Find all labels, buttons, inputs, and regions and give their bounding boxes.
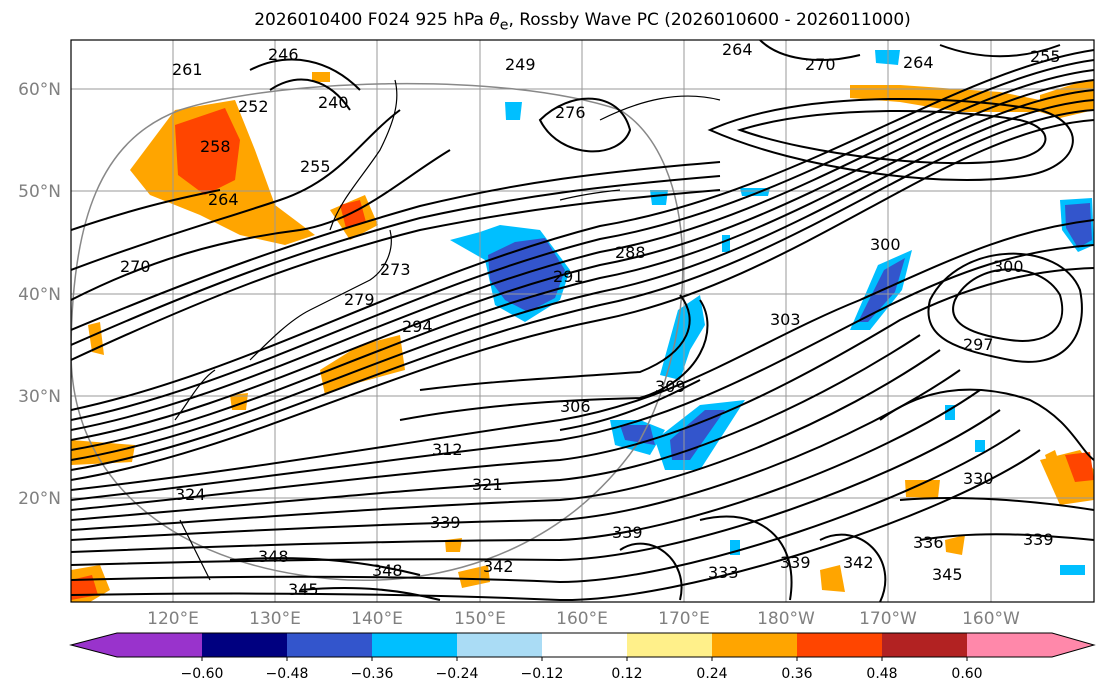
- contour-lines: [71, 40, 1094, 602]
- colorbar-tick-label: −0.60: [181, 666, 224, 682]
- colorbar-tick-label: 0.24: [696, 666, 727, 682]
- contour-label: 294: [402, 317, 433, 336]
- contour-label: 255: [1030, 47, 1061, 66]
- contour-label: 300: [870, 235, 901, 254]
- contour-label: 330: [963, 469, 994, 488]
- contour-label: 270: [120, 257, 151, 276]
- contour-label: 276: [555, 103, 586, 122]
- colorbar-bin: [797, 633, 882, 657]
- contour-label: 270: [805, 55, 836, 74]
- map-title: 2026010400 F024 925 hPa θe, Rossby Wave …: [0, 10, 1105, 33]
- contour-label: 312: [432, 440, 463, 459]
- contour-label: 339: [612, 523, 643, 542]
- colorbar-bin: [967, 633, 1052, 657]
- colorbar-bin: [117, 633, 202, 657]
- colorbar-extend-high: [1052, 633, 1094, 657]
- lon-label: 160°W: [962, 609, 1020, 629]
- contour-label: 240: [318, 93, 349, 112]
- colorbar-ticks: −0.60 −0.48 −0.36 −0.24 −0.12 0.12 0.24 …: [181, 666, 983, 682]
- colorbar-extend-low: [71, 633, 117, 657]
- colorbar-tick-label: −0.24: [436, 666, 479, 682]
- lat-label: 50°N: [18, 182, 61, 202]
- contour-label: 306: [560, 397, 591, 416]
- contour-label: 291: [553, 267, 584, 286]
- contour-label: 333: [708, 563, 739, 582]
- contour-label: 255: [300, 157, 331, 176]
- lat-label: 40°N: [18, 285, 61, 305]
- colorbar-outline: [69, 632, 1096, 658]
- theta-symbol: θ: [489, 10, 500, 30]
- contour-label: 309: [655, 377, 686, 396]
- contour-label: 336: [913, 533, 944, 552]
- map-frame: [70, 39, 1095, 603]
- contour-label: 339: [430, 513, 461, 532]
- colorbar: −0.60 −0.48 −0.36 −0.24 −0.12 0.12 0.24 …: [69, 632, 1096, 682]
- contour-label: 288: [615, 243, 646, 262]
- contour-label: 246: [268, 45, 299, 64]
- contour-label: 264: [903, 53, 934, 72]
- colorbar-bin: [542, 633, 627, 657]
- contour-label: 264: [208, 190, 239, 209]
- title-prefix: 2026010400 F024 925 hPa: [254, 10, 490, 30]
- colorbar-bin: [202, 633, 287, 657]
- colorbar-bin: [882, 633, 967, 657]
- map-panel: 246 261 240 252 258 255 264 270 249 276 …: [71, 40, 1094, 602]
- lon-label: 150°E: [454, 609, 506, 629]
- contour-label: 339: [780, 553, 811, 572]
- colorbar-tick-label: −0.12: [521, 666, 564, 682]
- contour-label: 348: [372, 561, 403, 580]
- colorbar-bin: [287, 633, 372, 657]
- contour-label: 348: [258, 547, 289, 566]
- contour-labels: 246 261 240 252 258 255 264 270 249 276 …: [120, 40, 1061, 599]
- colorbar-tick-label: 0.60: [951, 666, 982, 682]
- lon-label: 120°E: [147, 609, 199, 629]
- contour-label: 339: [1023, 530, 1054, 549]
- contour-label: 324: [175, 485, 206, 504]
- lat-label: 30°N: [18, 387, 61, 407]
- lat-label: 60°N: [18, 80, 61, 100]
- contour-label: 345: [288, 580, 319, 599]
- lon-label: 170°E: [658, 609, 710, 629]
- contour-label: 297: [963, 335, 994, 354]
- colorbar-tick-label: −0.36: [351, 666, 394, 682]
- latitude-labels: 60°N 50°N 40°N 30°N 20°N: [18, 80, 61, 509]
- contour-label: 261: [172, 60, 203, 79]
- lon-label: 170°W: [859, 609, 917, 629]
- lon-label: 130°E: [249, 609, 301, 629]
- contour-label: 264: [722, 40, 753, 59]
- contour-label: 342: [843, 553, 874, 572]
- colorbar-bin: [627, 633, 712, 657]
- contour-label: 300: [993, 257, 1024, 276]
- contour-label: 258: [200, 137, 231, 156]
- contour-label: 252: [238, 97, 269, 116]
- lat-label: 20°N: [18, 489, 61, 509]
- colorbar-bin: [372, 633, 457, 657]
- colorbar-tick-label: −0.48: [266, 666, 309, 682]
- longitude-labels: 120°E 130°E 140°E 150°E 160°E 170°E 180°…: [147, 609, 1020, 629]
- colorbar-tick-label: 0.36: [781, 666, 812, 682]
- contour-label: 321: [472, 475, 503, 494]
- contour-label: 345: [932, 565, 963, 584]
- lon-label: 180°W: [757, 609, 815, 629]
- contour-label: 279: [344, 290, 375, 309]
- colorbar-tick-label: 0.48: [866, 666, 897, 682]
- colorbar-bin: [457, 633, 542, 657]
- theta-subscript: e: [499, 17, 509, 34]
- contour-label: 342: [483, 557, 514, 576]
- coastlines: [174, 79, 721, 581]
- colorbar-bin: [712, 633, 797, 657]
- title-suffix: , Rossby Wave PC (2026010600 - 202601100…: [508, 10, 911, 30]
- lon-label: 160°E: [556, 609, 608, 629]
- contour-label: 249: [505, 55, 536, 74]
- lon-label: 140°E: [351, 609, 403, 629]
- colorbar-tick-label: 0.12: [611, 666, 642, 682]
- contour-label: 273: [380, 260, 411, 279]
- contour-label: 303: [770, 310, 801, 329]
